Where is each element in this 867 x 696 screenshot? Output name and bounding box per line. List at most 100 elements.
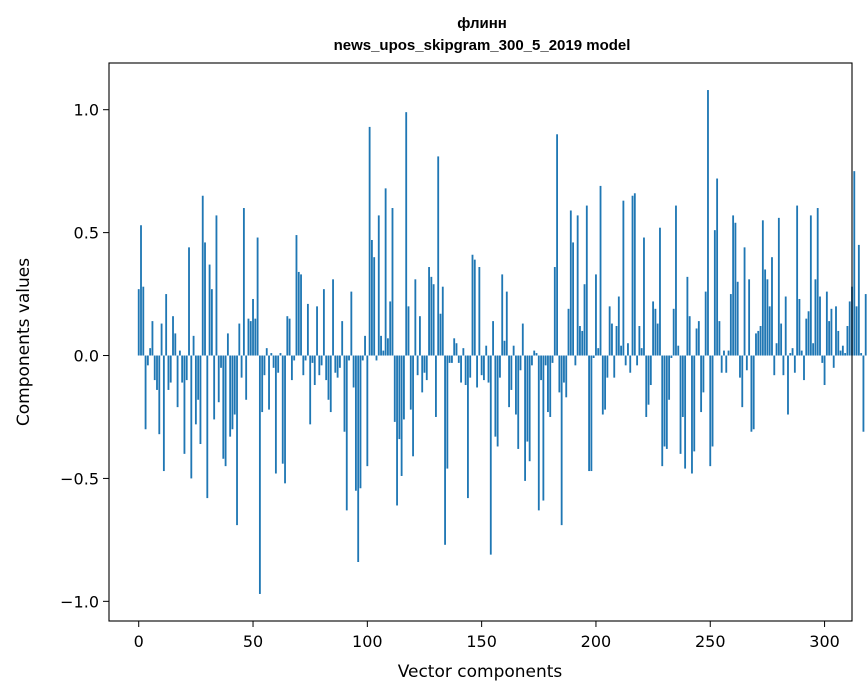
bar-237 <box>679 355 682 454</box>
bar-171 <box>528 355 531 462</box>
bar-80 <box>320 355 323 366</box>
bar-280 <box>777 217 780 356</box>
bar-270 <box>755 333 757 356</box>
bar-132 <box>439 313 442 356</box>
bar-313 <box>853 171 856 356</box>
bar-144 <box>467 355 469 499</box>
bar-117 <box>405 112 408 356</box>
bar-293 <box>807 311 810 356</box>
bar-190 <box>572 242 574 356</box>
y-axis-label: Components values <box>14 258 34 426</box>
bar-289 <box>798 298 801 356</box>
bar-215 <box>629 355 632 373</box>
bar-58 <box>270 353 273 356</box>
bar-77 <box>313 355 316 386</box>
bar-184 <box>558 355 561 393</box>
bar-203 <box>601 355 604 415</box>
bar-299 <box>821 355 824 363</box>
bar-201 <box>597 348 600 356</box>
bar-128 <box>430 276 433 356</box>
bar-151 <box>483 355 485 381</box>
bar-118 <box>407 306 410 356</box>
bar-188 <box>567 308 570 356</box>
bar-155 <box>492 321 494 356</box>
y-tick-label: −1.0 <box>60 592 99 611</box>
bar-22 <box>188 247 190 356</box>
bar-281 <box>780 323 783 356</box>
y-tick-label: 0.5 <box>74 224 99 243</box>
bar-275 <box>766 279 769 356</box>
bar-264 <box>741 355 744 408</box>
bar-142 <box>462 348 465 356</box>
bar-114 <box>398 355 401 440</box>
bar-254 <box>718 321 721 356</box>
bar-316 <box>860 353 863 356</box>
chart-title-line-1: флинн <box>457 15 507 32</box>
plot-area-frame <box>108 62 853 622</box>
x-tick-label: 50 <box>243 632 263 651</box>
bar-98 <box>361 355 364 361</box>
bar-311 <box>848 301 851 356</box>
bar-283 <box>784 296 787 356</box>
bar-86 <box>334 355 337 373</box>
bar-261 <box>734 222 737 356</box>
bar-235 <box>675 205 677 356</box>
bar-249 <box>707 90 709 356</box>
bar-186 <box>563 355 565 383</box>
bar-161 <box>505 291 508 356</box>
bar-54 <box>261 355 264 413</box>
bar-224 <box>649 355 652 386</box>
bar-287 <box>793 355 796 373</box>
bar-219 <box>638 326 641 356</box>
bar-145 <box>469 355 472 378</box>
bar-69 <box>295 235 298 356</box>
bar-140 <box>457 355 460 363</box>
bar-78 <box>316 306 318 356</box>
bar-181 <box>551 355 554 363</box>
chart-title: флинн news_upos_skipgram_300_5_2019 mode… <box>334 15 631 54</box>
bar-107 <box>382 350 385 356</box>
bar-317 <box>862 355 865 432</box>
bar-53 <box>258 355 261 594</box>
bar-284 <box>787 355 789 415</box>
bar-139 <box>455 343 458 356</box>
bar-105 <box>377 215 380 356</box>
bar-43 <box>236 355 238 526</box>
bar-173 <box>533 350 536 356</box>
bar-7 <box>153 355 156 381</box>
bar-229 <box>661 355 664 467</box>
bar-300 <box>823 355 826 386</box>
bar-168 <box>521 323 524 356</box>
bar-288 <box>796 205 799 356</box>
bar-40 <box>229 355 232 437</box>
bar-267 <box>748 279 751 356</box>
bar-51 <box>254 318 257 356</box>
bar-150 <box>480 355 483 376</box>
bar-89 <box>341 321 344 356</box>
bar-23 <box>190 355 193 479</box>
bar-6 <box>151 321 154 356</box>
bar-92 <box>348 355 350 361</box>
bar-222 <box>645 355 648 417</box>
bar-108 <box>384 188 387 356</box>
bar-11 <box>162 355 165 472</box>
bar-156 <box>494 355 497 437</box>
bar-230 <box>663 355 666 447</box>
bar-290 <box>800 350 803 356</box>
bar-292 <box>805 318 808 356</box>
bar-294 <box>809 215 812 356</box>
bar-121 <box>414 279 417 356</box>
bar-0 <box>137 289 140 356</box>
bar-42 <box>233 355 236 415</box>
bar-166 <box>517 355 520 449</box>
bar-164 <box>512 345 515 356</box>
bar-154 <box>489 355 492 555</box>
x-tick-label: 100 <box>352 632 383 651</box>
bar-148 <box>476 355 478 388</box>
bar-14 <box>169 355 172 383</box>
bar-241 <box>688 316 691 356</box>
bar-135 <box>446 355 449 469</box>
bar-196 <box>585 205 588 356</box>
bar-307 <box>839 350 842 356</box>
bar-207 <box>611 323 613 356</box>
